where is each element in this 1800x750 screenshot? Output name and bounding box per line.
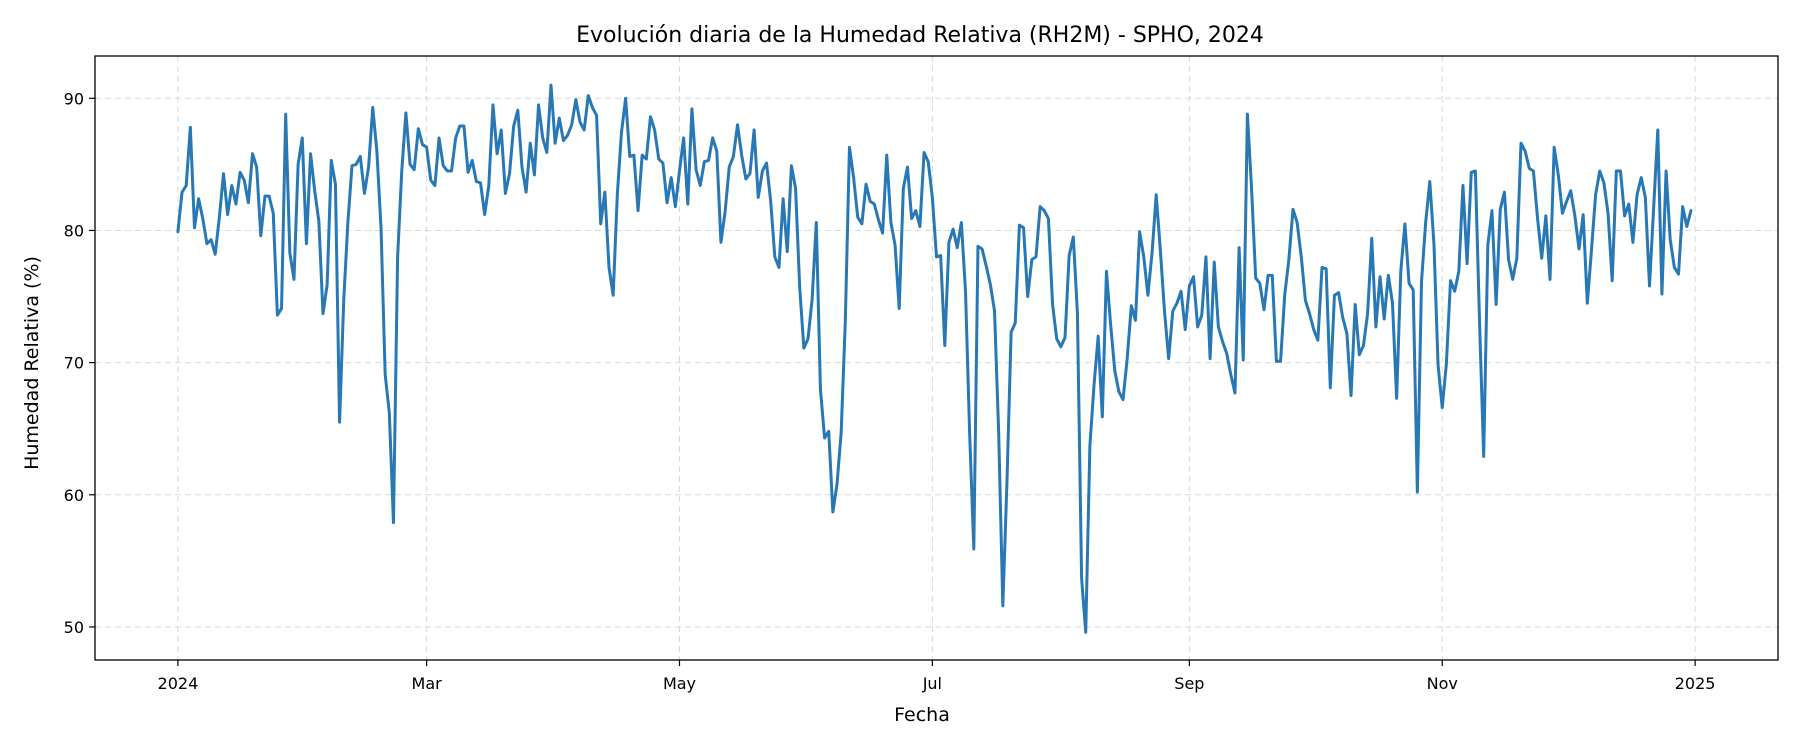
y-tick-label: 50 [64, 618, 84, 637]
x-tick-label: Nov [1427, 674, 1458, 693]
x-tick-label: 2024 [158, 674, 199, 693]
plot-frame [94, 55, 1779, 661]
series-line [176, 83, 1693, 634]
x-tick-label: Mar [412, 674, 443, 693]
y-tick-label: 60 [64, 486, 84, 505]
y-tick-label: 70 [64, 354, 84, 373]
y-axis-label: Humedad Relativa (%) [21, 256, 43, 470]
x-tick-label: 2025 [1675, 674, 1716, 693]
series-layer [176, 83, 1693, 634]
chart-title: Evolución diaria de la Humedad Relativa … [576, 23, 1264, 48]
y-tick-label: 80 [64, 221, 84, 240]
y-axis: 50 60 70 80 90 [64, 89, 95, 637]
x-tick-label: Sep [1174, 674, 1204, 693]
grid-lines [95, 56, 1778, 660]
x-axis: 2024 Mar May Jul Sep Nov 2025 [158, 660, 1716, 693]
x-tick-label: Jul [922, 674, 942, 693]
y-tick-label: 90 [64, 89, 84, 108]
x-axis-label: Fecha [894, 704, 950, 726]
x-tick-label: May [663, 674, 696, 693]
